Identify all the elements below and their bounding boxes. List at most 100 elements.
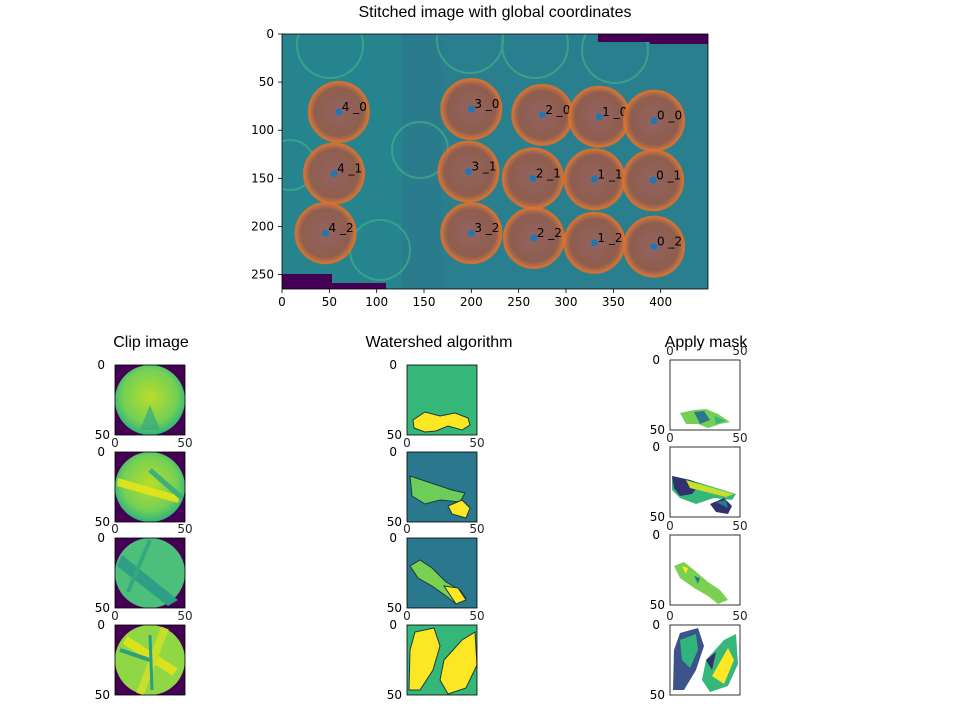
panel-ytick-label: 50 — [95, 688, 110, 702]
well-center-point — [650, 243, 658, 251]
panel-frame — [406, 451, 478, 523]
clip-panel-3 — [115, 538, 185, 608]
mask-panel-3 — [670, 535, 740, 605]
well-label: 0 _1 — [656, 168, 681, 182]
panel-axes-0-2: 0 50 0 50 — [95, 522, 193, 615]
panel-ytick-label: 50 — [387, 601, 402, 615]
panel-ytick-label: 0 — [97, 618, 105, 632]
well-3: 1 _0 — [568, 85, 631, 148]
panel-xtick-label: 50 — [177, 609, 192, 623]
panel-ytick-label: 0 — [389, 618, 397, 632]
column-title-mask: Apply mask — [665, 334, 749, 351]
well-center-point — [590, 175, 598, 183]
panel-xtick-label: 50 — [177, 436, 192, 450]
panel-axes-2-0: 0 50 0 50 — [650, 344, 748, 437]
well-label: 0 _2 — [657, 235, 682, 249]
panel-xtick-label: 50 — [177, 522, 192, 536]
well-center-point — [530, 234, 538, 242]
well-label: 3 _0 — [474, 97, 499, 111]
x-tick-label: 350 — [602, 295, 625, 309]
y-tick-label: 150 — [251, 171, 274, 185]
x-tick-label: 300 — [555, 295, 578, 309]
panel-xtick-label: 0 — [403, 436, 411, 450]
panel-ytick-label: 50 — [95, 428, 110, 442]
panel-frame — [406, 624, 478, 696]
well-11: 3 _2 — [440, 202, 503, 265]
panel-xtick-label: 50 — [732, 519, 747, 533]
clip-panel-4 — [115, 625, 185, 696]
mask-panel-2 — [670, 447, 740, 517]
panel-xtick-label: 0 — [666, 344, 674, 358]
well-2: 2 _0 — [511, 83, 574, 146]
panel-xtick-label: 50 — [732, 431, 747, 445]
panel-ytick-label: 0 — [652, 353, 660, 367]
panel-frame — [406, 364, 478, 436]
well-7: 2 _1 — [501, 147, 564, 210]
panel-xtick-label: 0 — [403, 609, 411, 623]
panel-ytick-label: 0 — [652, 528, 660, 542]
well-center-point — [595, 113, 603, 121]
well-label: 3 _1 — [471, 160, 496, 174]
panel-frame — [669, 624, 741, 696]
well-center-point — [322, 229, 330, 237]
well-9: 0 _1 — [622, 149, 685, 212]
well-10: 4 _2 — [294, 202, 357, 265]
panel-frame — [669, 534, 741, 606]
panel-ytick-label: 0 — [97, 358, 105, 372]
panel-ytick-label: 50 — [650, 423, 665, 437]
panel-frame — [114, 451, 186, 523]
well-center-point — [464, 168, 472, 176]
panel-ytick-label: 0 — [97, 445, 105, 459]
well-label: 4 _0 — [342, 100, 367, 114]
panel-xtick-label: 0 — [666, 519, 674, 533]
main-axes-frame — [281, 33, 709, 290]
well-center-point — [330, 170, 338, 178]
panel-xtick-label: 0 — [666, 609, 674, 623]
panel-axes-0-3: 0 50 0 50 — [95, 609, 193, 702]
panel-axes-1-0: 0 50 — [387, 358, 478, 442]
watershed-panel-1 — [407, 365, 477, 435]
panel-ytick-label: 50 — [387, 688, 402, 702]
mask-panel-4 — [670, 625, 740, 695]
panel-xtick-label: 0 — [666, 431, 674, 445]
well-5: 4 _1 — [303, 142, 366, 205]
panel-axes-2-1: 0 50 0 50 — [650, 431, 748, 524]
x-tick-label: 50 — [322, 295, 337, 309]
panel-xtick-label: 50 — [469, 609, 484, 623]
well-center-point — [590, 239, 598, 247]
well-label: 2 _0 — [545, 103, 570, 117]
well-label: 1 _0 — [602, 105, 627, 119]
panel-ytick-label: 50 — [650, 598, 665, 612]
well-label: 4 _2 — [329, 221, 354, 235]
panel-ytick-label: 0 — [389, 531, 397, 545]
well-label: 3 _2 — [474, 221, 499, 235]
clip-panel-2 — [115, 452, 185, 522]
well-label: 2 _2 — [537, 226, 562, 240]
well-12: 2 _2 — [502, 206, 565, 270]
mask-panel-1 — [670, 360, 740, 430]
well-label: 1 _1 — [597, 167, 622, 181]
panel-xtick-label: 50 — [732, 344, 747, 358]
column-title-clip: Clip image — [113, 334, 189, 351]
x-tick-label: 400 — [649, 295, 672, 309]
well-8: 1 _1 — [563, 148, 626, 211]
x-tick-label: 0 — [278, 295, 286, 309]
panel-ytick-label: 50 — [387, 428, 402, 442]
panel-ytick-label: 0 — [97, 531, 105, 545]
panel-frame — [406, 537, 478, 609]
panel-xtick-label: 50 — [469, 436, 484, 450]
panel-ytick-label: 50 — [650, 688, 665, 702]
well-center-point — [650, 117, 658, 125]
panel-axes-0-0: 0 50 — [95, 358, 186, 442]
x-tick-label: 200 — [460, 295, 483, 309]
panel-frame — [669, 446, 741, 518]
well-1: 3 _0 — [440, 78, 503, 141]
panel-axes-1-2: 0 50 0 50 — [387, 522, 485, 615]
panel-frame — [114, 537, 186, 609]
panel-ytick-label: 50 — [387, 515, 402, 529]
panel-axes-1-1: 0 50 0 50 — [387, 436, 485, 529]
panel-frame — [669, 359, 741, 431]
panel-ytick-label: 50 — [650, 510, 665, 524]
